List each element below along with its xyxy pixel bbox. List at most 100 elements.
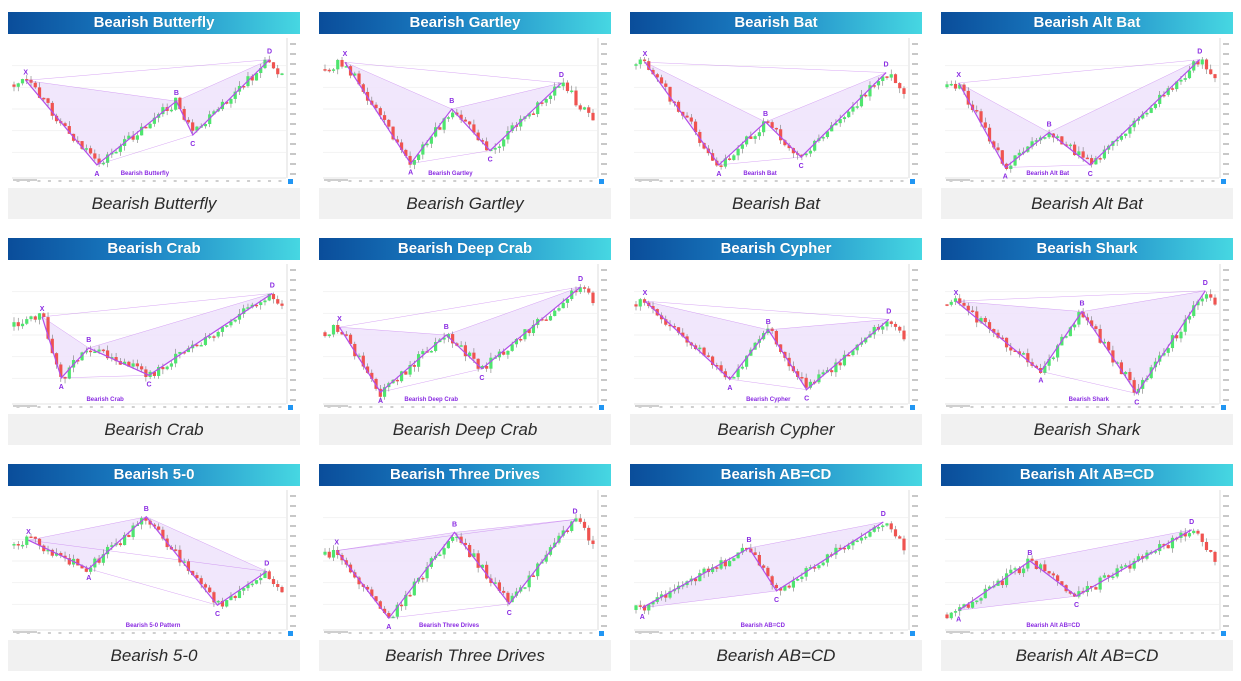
chart-settings-icon — [288, 179, 293, 184]
candle-up — [1073, 324, 1077, 328]
pattern-card[interactable]: Bearish Alt AB=CD A B C D Bearish Alt AB=CD … — [941, 464, 1233, 671]
pattern-point-label: B — [1079, 301, 1084, 308]
time-tick — [411, 180, 415, 182]
price-tick — [601, 605, 607, 607]
pattern-card[interactable]: Bearish Gartley X A B C D Bearish Gartley Bea… — [319, 12, 611, 219]
time-tick — [722, 180, 726, 182]
pattern-chart[interactable]: X A B C D Bearish Cypher — [630, 260, 922, 414]
pattern-chart[interactable]: A B C D Bearish Alt AB=CD — [941, 486, 1233, 640]
candle-up — [949, 301, 953, 305]
time-tick — [495, 406, 499, 408]
time-tick — [1211, 632, 1215, 634]
candle-down — [127, 361, 131, 367]
pattern-card[interactable]: Bearish Alt Bat X A B C D Bearish Alt Bat Bea… — [941, 12, 1233, 219]
pattern-card[interactable]: Bearish Three Drives X A B C D Bearish Three … — [319, 464, 611, 671]
price-tick — [290, 309, 296, 311]
candle-up — [783, 585, 787, 591]
time-tick — [1211, 406, 1215, 408]
price-tick — [912, 329, 918, 331]
candle-up — [638, 299, 642, 307]
price-tick — [1223, 269, 1229, 271]
time-tick — [816, 406, 820, 408]
chart-watermark — [946, 631, 970, 633]
pattern-chart[interactable]: X A B C D Bearish Alt Bat — [941, 34, 1233, 188]
time-tick — [268, 406, 272, 408]
pattern-card[interactable]: Bearish 5-0 X A B C D Bearish 5-0 Pattern Bea… — [8, 464, 300, 671]
pattern-card[interactable]: Bearish Shark X A B C D Bearish Shark Bearish… — [941, 238, 1233, 445]
pattern-chart[interactable]: X A B C D Bearish Shark — [941, 260, 1233, 414]
card-caption: Bearish Gartley — [406, 193, 524, 213]
candle-up — [821, 372, 825, 375]
candle-up — [93, 351, 97, 354]
time-tick — [152, 180, 156, 182]
price-tick — [290, 565, 296, 567]
candle-up — [480, 564, 484, 568]
pattern-connector — [768, 319, 889, 331]
candle-down — [774, 127, 778, 130]
pattern-connector — [388, 603, 510, 619]
candle-down — [340, 59, 344, 67]
candle-up — [544, 99, 548, 103]
candle-up — [429, 350, 433, 353]
candle-down — [476, 553, 480, 568]
candle-down — [719, 365, 723, 372]
candle-down — [233, 595, 237, 599]
candle-down — [54, 115, 59, 122]
pattern-card[interactable]: Bearish Butterfly X A B C D Bearish Butterfly… — [8, 12, 300, 219]
price-tick — [290, 163, 296, 165]
pattern-connector — [644, 61, 887, 73]
pattern-chart[interactable]: X A B C D Bearish Bat — [630, 34, 922, 188]
candle-down — [336, 324, 340, 332]
time-tick — [400, 632, 404, 634]
time-tick — [1169, 180, 1173, 182]
price-tick — [1223, 299, 1229, 301]
time-tick — [257, 406, 261, 408]
candle-down — [50, 549, 54, 556]
pattern-point-label: B — [1047, 121, 1052, 128]
pattern-card[interactable]: Bearish Crab X A B C D Bearish Crab Bearish C… — [8, 238, 300, 445]
candle-down — [651, 306, 655, 310]
time-tick — [37, 632, 41, 634]
candle-down — [647, 61, 651, 70]
price-tick — [601, 173, 607, 175]
pattern-point-label: B — [1027, 550, 1032, 557]
pattern-fill — [339, 327, 447, 393]
candle-down — [476, 358, 480, 369]
candle-up — [668, 591, 672, 598]
pattern-card[interactable]: Bearish AB=CD A B C D Bearish AB=CD Bearish … — [630, 464, 922, 671]
pattern-chart[interactable]: X A B C D Bearish Gartley — [319, 34, 611, 188]
candle-down — [220, 600, 225, 607]
time-tick — [369, 180, 373, 182]
price-tick — [1223, 349, 1229, 351]
price-tick — [1223, 53, 1229, 55]
candle-down — [975, 110, 979, 112]
price-tick — [601, 359, 607, 361]
candle-down — [975, 311, 979, 323]
pattern-card[interactable]: Bearish Deep Crab X A B C D Bearish Deep Crab… — [319, 238, 611, 445]
pattern-chart[interactable]: A B C D Bearish AB=CD — [630, 486, 922, 640]
pattern-card[interactable]: Bearish Cypher X A B C D Bearish Cypher Beari… — [630, 238, 922, 445]
pattern-chart[interactable]: X A B C D Bearish Crab — [8, 260, 300, 414]
pattern-card[interactable]: Bearish Bat X A B C D Bearish Bat Bearish Bat — [630, 12, 922, 219]
chart-settings-icon — [910, 405, 915, 410]
chart-watermark — [635, 631, 659, 633]
candle-up — [250, 583, 254, 586]
candle-down — [421, 577, 425, 580]
chart-watermark — [635, 405, 659, 407]
candle-up — [979, 598, 983, 601]
time-tick — [411, 406, 415, 408]
pattern-chart[interactable]: X A B C D Bearish Butterfly — [8, 34, 300, 188]
pattern-chart[interactable]: X A B C D Bearish 5-0 Pattern — [8, 486, 300, 640]
time-tick — [390, 180, 394, 182]
candle-down — [161, 367, 165, 370]
time-tick — [900, 180, 904, 182]
candle-down — [374, 378, 378, 389]
pattern-chart[interactable]: X A B C D Bearish Three Drives — [319, 486, 611, 640]
candle-up — [1047, 133, 1051, 138]
candle-up — [1102, 575, 1106, 578]
pattern-chart[interactable]: X A B C D Bearish Deep Crab — [319, 260, 611, 414]
candle-down — [468, 121, 472, 125]
price-tick — [912, 123, 918, 125]
price-tick — [912, 515, 918, 517]
pattern-connector — [958, 59, 1200, 84]
